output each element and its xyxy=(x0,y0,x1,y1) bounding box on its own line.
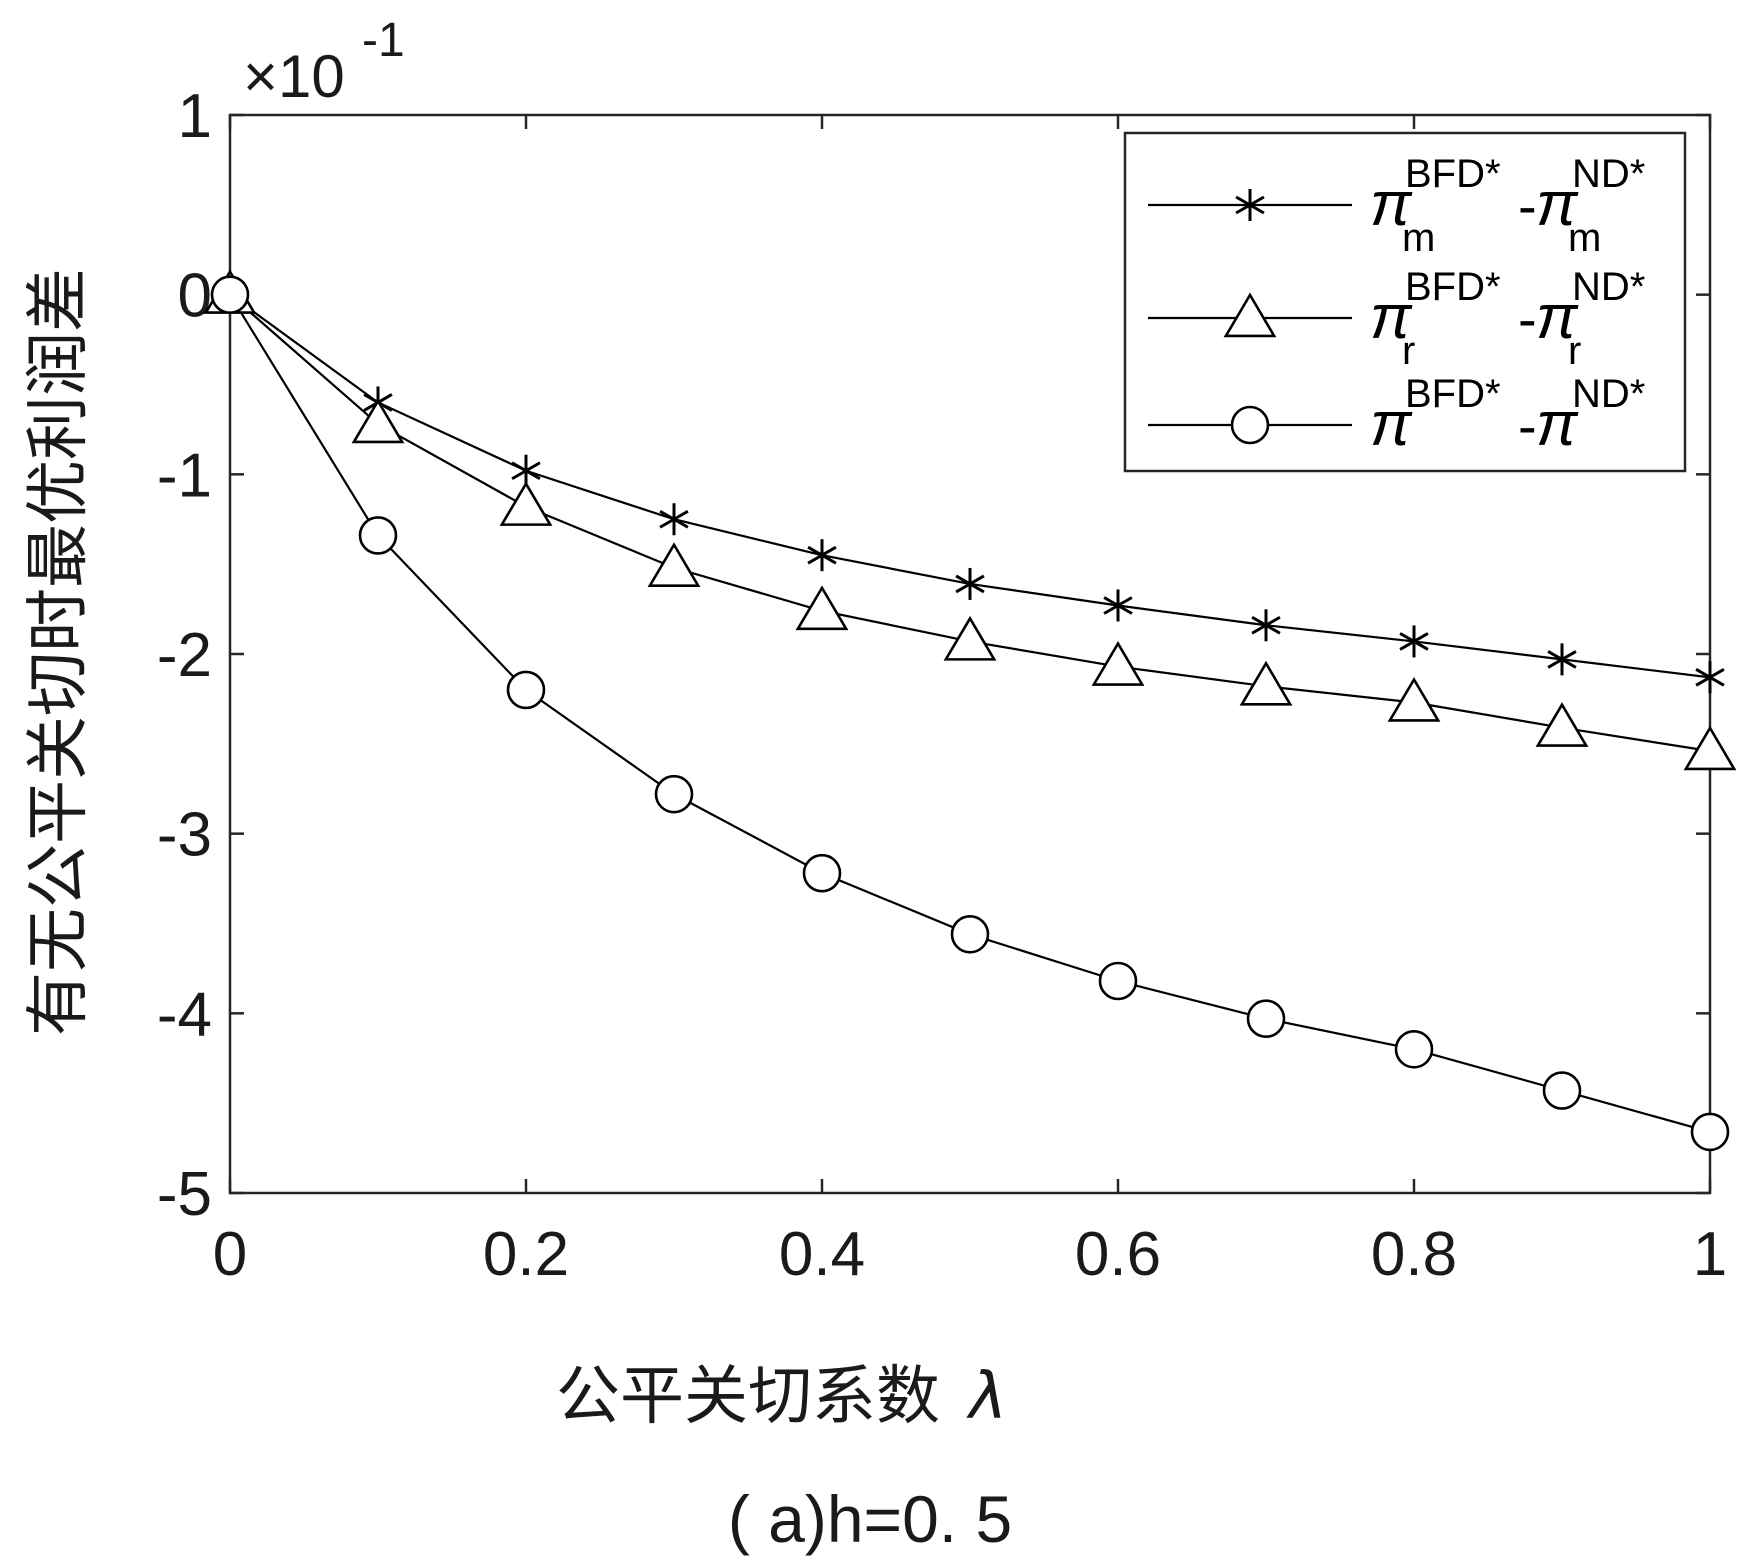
legend-superscript-2: ND* xyxy=(1572,265,1645,309)
data-point-asterisk xyxy=(1695,661,1725,694)
legend-symbol: π xyxy=(1370,390,1413,459)
legend-symbol-2: π xyxy=(1536,390,1579,459)
legend-box xyxy=(1123,131,1687,473)
y-tick-label: -4 xyxy=(157,980,212,1049)
y-tick-label: -5 xyxy=(157,1160,212,1229)
data-point-circle xyxy=(210,275,250,314)
data-point-asterisk xyxy=(1235,189,1265,221)
legend-superscript-2: ND* xyxy=(1572,372,1645,416)
data-point-circle xyxy=(1394,1029,1434,1069)
y-tick-label: -1 xyxy=(157,441,212,510)
legend-subscript: m xyxy=(1402,216,1435,260)
data-point-asterisk xyxy=(1547,643,1577,676)
data-point-triangle xyxy=(1223,292,1277,338)
data-point-triangle xyxy=(1683,725,1737,771)
y-tick-label: -3 xyxy=(157,801,212,870)
data-point-triangle xyxy=(1239,660,1293,706)
legend-superscript: BFD* xyxy=(1405,265,1501,309)
x-tick-label: 1 xyxy=(1693,1220,1727,1289)
data-point-circle xyxy=(1246,999,1286,1039)
figure-caption: ( a)h=0. 5 xyxy=(728,1482,1012,1556)
data-point-asterisk xyxy=(1103,589,1133,622)
legend-subscript-2: r xyxy=(1568,329,1581,373)
x-tick-label: 0.2 xyxy=(483,1220,569,1289)
data-point-circle xyxy=(1690,1112,1730,1152)
data-point-circle xyxy=(358,516,398,555)
series-markers xyxy=(203,269,1737,1152)
data-point-circle xyxy=(1542,1071,1582,1110)
legend-symbol-2: π xyxy=(1536,170,1579,239)
data-point-triangle xyxy=(647,542,701,588)
data-point-asterisk xyxy=(1251,609,1281,642)
data-point-triangle xyxy=(943,615,997,661)
legend-separator: - xyxy=(1518,174,1537,237)
data-point-circle xyxy=(802,853,842,893)
axis-ticks: 0 0.2 0.4 0.6 0.8 1 1 0 -1 -2 -3 -4 -5 xyxy=(157,82,1727,1289)
y-tick-label: -2 xyxy=(157,621,212,690)
x-tick-label: 0.8 xyxy=(1371,1220,1457,1289)
legend-symbol: π xyxy=(1370,283,1413,352)
data-point-triangle xyxy=(1091,641,1145,686)
data-point-triangle xyxy=(1387,676,1441,722)
legend-symbol: π xyxy=(1370,170,1413,239)
data-point-asterisk xyxy=(659,503,689,536)
legend-symbol-2: π xyxy=(1536,283,1579,352)
legend-subscript: r xyxy=(1402,329,1415,373)
data-point-asterisk xyxy=(1399,625,1429,658)
data-point-asterisk xyxy=(807,539,837,572)
y-multiplier: ×10 -1 xyxy=(243,14,405,110)
data-point-triangle xyxy=(1535,702,1589,747)
legend-superscript: BFD* xyxy=(1405,372,1501,416)
y-tick-label: 1 xyxy=(178,82,212,151)
data-point-triangle xyxy=(795,585,849,631)
data-point-triangle xyxy=(499,481,553,526)
x-tick-label: 0 xyxy=(213,1220,247,1289)
data-point-circle xyxy=(506,670,546,710)
data-point-circle xyxy=(1098,961,1138,1001)
data-point-circle xyxy=(950,914,990,954)
y-tick-label: 0 xyxy=(178,262,212,331)
legend-separator: - xyxy=(1518,287,1537,350)
x-axis-symbol: λ xyxy=(966,1360,1007,1434)
data-point-triangle xyxy=(351,398,405,444)
data-point-circle xyxy=(1230,405,1270,445)
x-tick-label: 0.4 xyxy=(779,1220,865,1289)
legend-superscript-2: ND* xyxy=(1572,152,1645,196)
y-axis-label: 有无公平关切时最优利润差 xyxy=(22,268,96,1036)
data-point-asterisk xyxy=(955,567,985,600)
y-multiplier-exponent: -1 xyxy=(362,14,405,67)
legend-subscript-2: m xyxy=(1568,216,1601,260)
legend-separator: - xyxy=(1518,394,1537,457)
y-multiplier-base: ×10 xyxy=(243,43,345,110)
x-tick-label: 0.6 xyxy=(1075,1220,1161,1289)
legend-superscript: BFD* xyxy=(1405,152,1501,196)
x-axis-label: 公平关切系数 xyxy=(556,1360,940,1434)
data-point-circle xyxy=(654,774,694,814)
